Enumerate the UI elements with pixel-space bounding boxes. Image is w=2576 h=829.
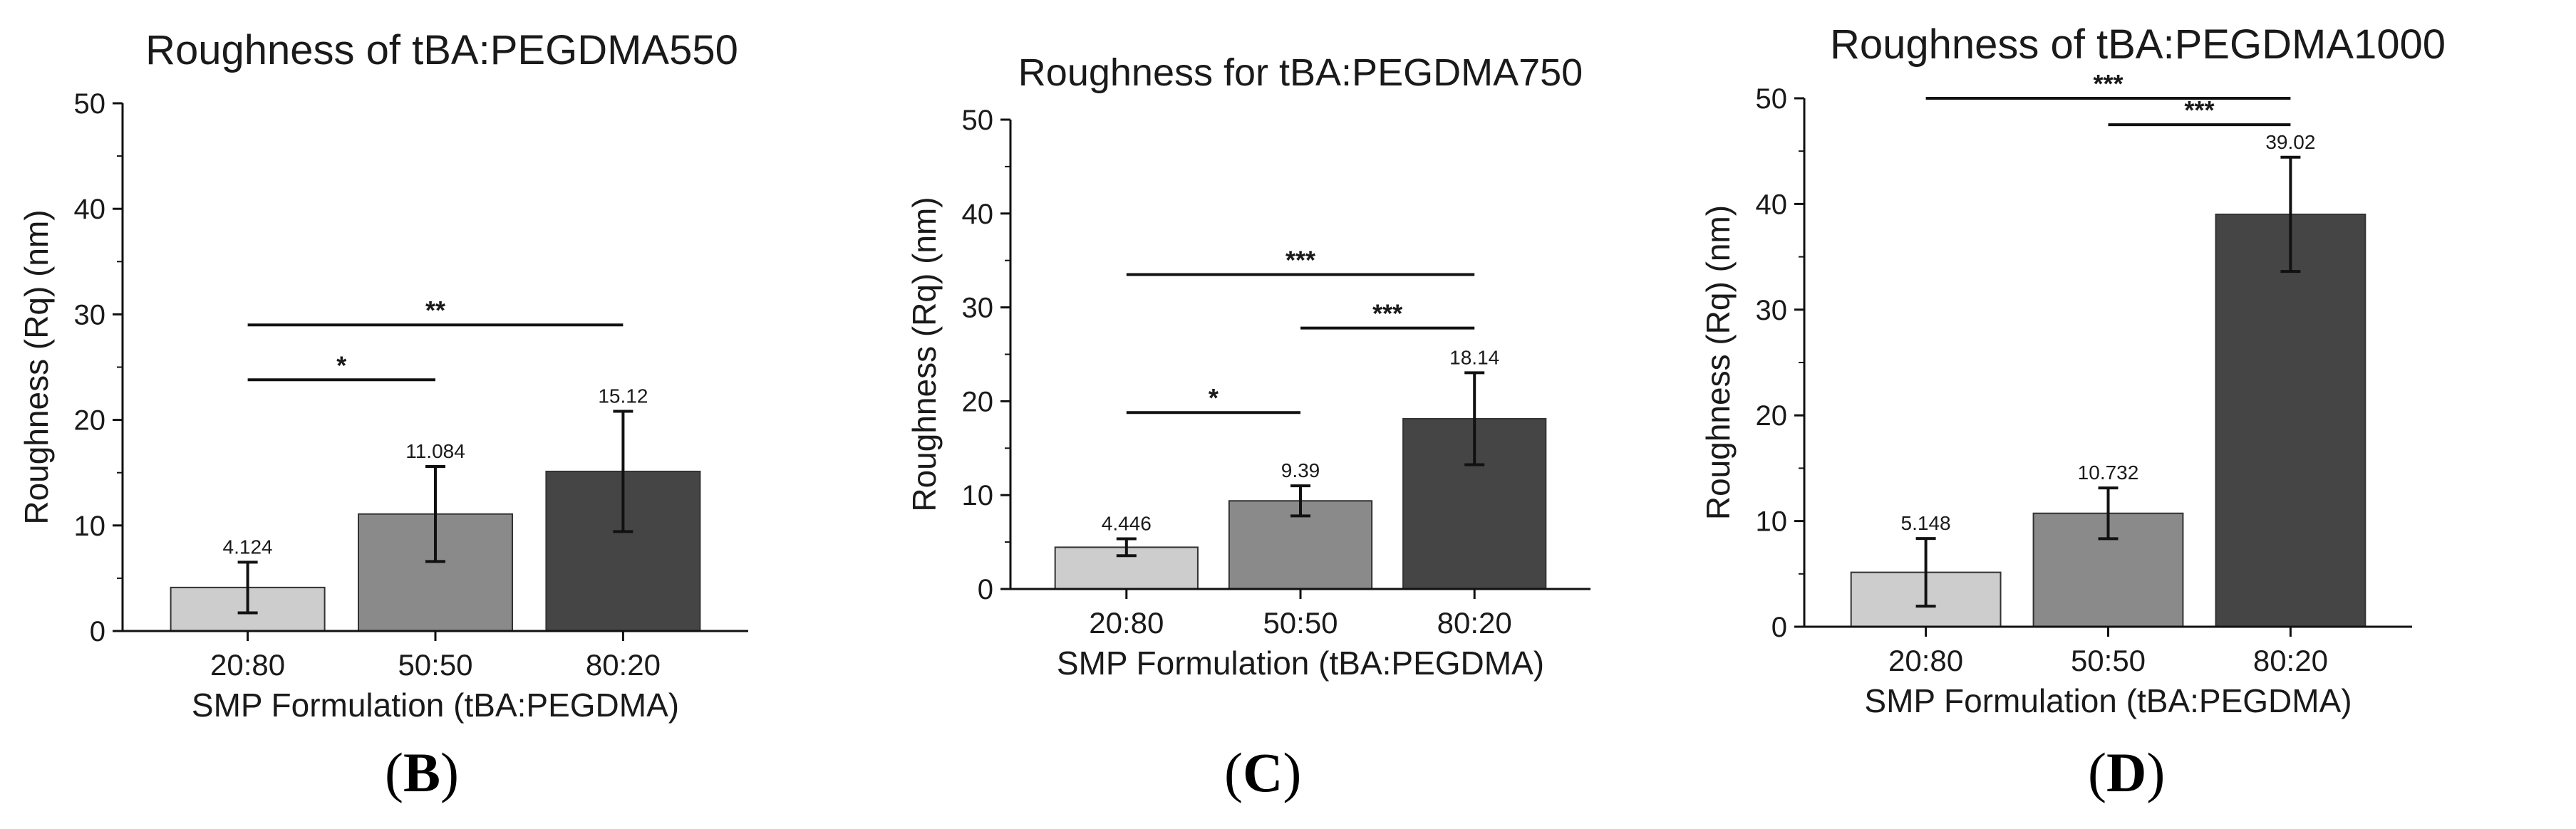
bar-80-20: [2215, 213, 2366, 628]
x-tick-label: 20:80: [1888, 644, 1963, 677]
chart-panel-2: Roughness for tBA:PEGDMA750 4.446 9.39 18.1…: [906, 51, 1590, 682]
x-tick-label: 80:20: [1437, 606, 1512, 640]
x-axis-label: SMP Formulation (tBA:PEGDMA): [192, 687, 679, 724]
chart-title: Roughness of tBA:PEGDMA1000: [1830, 21, 2446, 68]
y-tick-label: 40: [74, 194, 106, 225]
y-tick-label: 30: [1756, 295, 1788, 326]
data-label: 9.39: [1281, 459, 1320, 481]
data-label: 4.124: [223, 536, 273, 558]
chart-title: Roughness for tBA:PEGDMA750: [1018, 51, 1583, 94]
significance-label: **: [425, 296, 445, 325]
data-label: 11.084: [405, 440, 465, 462]
y-tick-label: 20: [1756, 400, 1788, 432]
panel-letter-d: (D): [2088, 741, 2166, 803]
y-tick-label: 10: [74, 511, 106, 542]
y-axis-label: Roughness (Rq) (nm): [906, 197, 943, 511]
significance-label: ***: [2093, 69, 2123, 98]
significance-label: *: [1209, 383, 1219, 412]
y-tick-label: 50: [962, 105, 994, 136]
y-tick-label: 0: [90, 616, 105, 647]
y-tick-label: 40: [1756, 189, 1788, 220]
x-tick-label: 50:50: [398, 648, 472, 682]
significance-label: ***: [2184, 95, 2214, 125]
significance-label: ***: [1372, 299, 1402, 328]
y-tick-label: 20: [962, 386, 994, 417]
data-label: 18.14: [1449, 346, 1499, 368]
x-axis-label: SMP Formulation (tBA:PEGDMA): [1864, 682, 2352, 719]
y-tick-label: 0: [978, 574, 993, 605]
y-tick-label: 10: [962, 480, 994, 511]
x-tick-label: 20:80: [210, 648, 285, 682]
data-label: 15.12: [598, 385, 648, 407]
y-tick-label: 10: [1756, 506, 1788, 538]
data-label: 4.446: [1102, 513, 1152, 535]
x-tick-label: 20:80: [1089, 606, 1164, 640]
panel-letter-b: (B): [385, 741, 459, 803]
x-tick-label: 50:50: [2071, 644, 2146, 677]
y-tick-label: 0: [1771, 612, 1787, 643]
x-tick-label: 50:50: [1263, 606, 1338, 640]
y-tick-label: 50: [74, 88, 106, 120]
y-tick-label: 50: [1756, 83, 1788, 115]
y-tick-label: 30: [74, 299, 106, 330]
x-tick-label: 80:20: [2253, 644, 2328, 677]
chart-panel-3: Roughness of tBA:PEGDMA1000 5.148 10.732 39…: [1700, 21, 2446, 719]
significance-label: *: [336, 350, 346, 380]
data-label: 10.732: [2078, 462, 2139, 484]
data-label: 39.02: [2265, 131, 2315, 153]
panel-letter-c: (C): [1224, 741, 1302, 803]
chart-panel-1: Roughness of tBA:PEGDMA550 4.124 11.084 15.…: [18, 27, 748, 724]
x-tick-label: 80:20: [586, 648, 661, 682]
significance-label: ***: [1286, 245, 1315, 274]
data-label: 5.148: [1901, 512, 1951, 534]
x-axis-label: SMP Formulation (tBA:PEGDMA): [1057, 645, 1544, 682]
y-tick-label: 40: [962, 199, 994, 230]
chart-title: Roughness of tBA:PEGDMA550: [145, 27, 738, 73]
y-tick-label: 30: [962, 293, 994, 324]
y-tick-label: 20: [74, 405, 106, 437]
y-axis-label: Roughness (Rq) (nm): [1700, 205, 1737, 520]
y-axis-label: Roughness (Rq) (nm): [18, 209, 55, 524]
